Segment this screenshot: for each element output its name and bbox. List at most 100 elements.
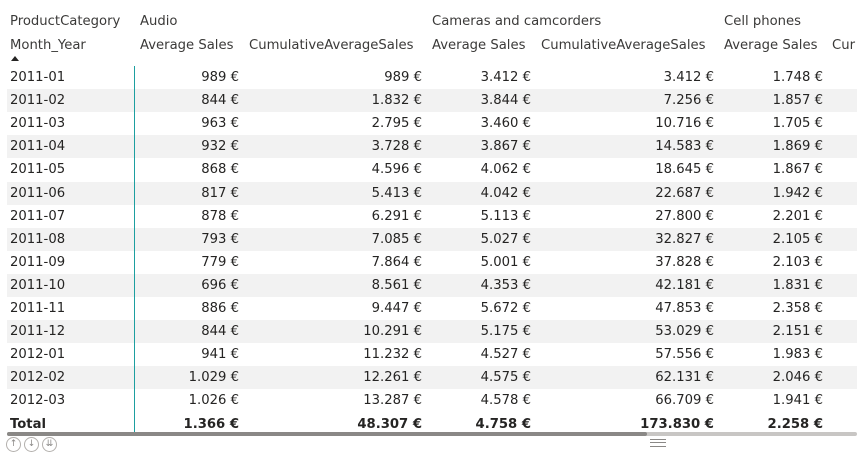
value-cell[interactable]: 1.983 € [772, 347, 823, 363]
value-cell[interactable]: 1.705 € [772, 116, 823, 132]
value-cell[interactable]: 7.864 € [371, 254, 422, 270]
value-cell[interactable]: 4.042 € [480, 185, 531, 201]
total-value-cell[interactable]: 1.366 € [183, 416, 239, 432]
value-cell[interactable]: 5.175 € [480, 324, 531, 340]
value-cell[interactable]: 4.353 € [480, 277, 531, 293]
value-cell[interactable]: 886 € [201, 301, 239, 316]
row-header-month[interactable]: 2012-02 [10, 370, 66, 386]
value-cell[interactable]: 5.001 € [480, 254, 531, 270]
value-cell[interactable]: 878 € [201, 208, 239, 224]
value-cell[interactable]: 13.287 € [363, 393, 422, 409]
row-header-month[interactable]: 2011-04 [10, 139, 66, 155]
value-cell[interactable]: 963 € [201, 116, 239, 132]
value-cell[interactable]: 1.831 € [772, 277, 823, 293]
value-cell[interactable]: 62.131 € [655, 370, 714, 386]
measure-header[interactable]: CumulativeAverageSales [249, 38, 414, 53]
value-cell[interactable]: 932 € [201, 139, 239, 155]
row-header-month[interactable]: 2011-09 [10, 254, 66, 270]
value-cell[interactable]: 2.201 € [772, 208, 823, 224]
value-cell[interactable]: 22.687 € [655, 185, 714, 201]
row-header-month[interactable]: 2011-06 [10, 185, 66, 201]
value-cell[interactable]: 941 € [201, 347, 239, 363]
value-cell[interactable]: 2.358 € [772, 301, 823, 316]
value-cell[interactable]: 27.800 € [655, 208, 714, 224]
total-value-cell[interactable]: 173.830 € [640, 416, 714, 432]
category-header-cameras[interactable]: Cameras and camcorders [432, 14, 602, 29]
measure-header[interactable]: Average Sales [724, 38, 818, 53]
value-cell[interactable]: 2.046 € [772, 370, 823, 386]
value-cell[interactable]: 2.151 € [772, 324, 823, 340]
grip-icon[interactable] [650, 439, 666, 447]
value-cell[interactable]: 1.029 € [188, 370, 239, 386]
row-header-month[interactable]: 2011-01 [10, 70, 66, 85]
row-header-month[interactable]: 2011-12 [10, 324, 66, 340]
value-cell[interactable]: 868 € [201, 162, 239, 178]
value-cell[interactable]: 8.561 € [371, 277, 422, 293]
value-cell[interactable]: 4.578 € [480, 393, 531, 409]
measure-header-truncated[interactable]: Cur [832, 38, 855, 53]
value-cell[interactable]: 9.447 € [371, 301, 422, 316]
value-cell[interactable]: 10.716 € [655, 116, 714, 132]
value-cell[interactable]: 14.583 € [655, 139, 714, 155]
measure-header[interactable]: CumulativeAverageSales [541, 38, 706, 53]
value-cell[interactable]: 1.857 € [772, 93, 823, 109]
value-cell[interactable]: 1.026 € [188, 393, 239, 409]
value-cell[interactable]: 844 € [201, 93, 239, 109]
value-cell[interactable]: 5.027 € [480, 231, 531, 247]
value-cell[interactable]: 3.867 € [480, 139, 531, 155]
row-header-month[interactable]: 2012-03 [10, 393, 66, 409]
column-field-header[interactable]: Month_Year [10, 38, 86, 53]
row-header-month[interactable]: 2011-02 [10, 93, 66, 109]
value-cell[interactable]: 4.575 € [480, 370, 531, 386]
scroll-thumb[interactable] [7, 432, 647, 436]
value-cell[interactable]: 11.232 € [363, 347, 422, 363]
value-cell[interactable]: 5.113 € [480, 208, 531, 224]
value-cell[interactable]: 18.645 € [655, 162, 714, 178]
matrix-visual[interactable]: ProductCategory Audio Cameras and camcor… [0, 0, 857, 432]
value-cell[interactable]: 12.261 € [363, 370, 422, 386]
value-cell[interactable]: 5.413 € [371, 185, 422, 201]
value-cell[interactable]: 7.256 € [663, 93, 714, 109]
value-cell[interactable]: 779 € [201, 254, 239, 270]
value-cell[interactable]: 3.728 € [371, 139, 422, 155]
value-cell[interactable]: 793 € [201, 231, 239, 247]
row-header-month[interactable]: 2011-10 [10, 277, 66, 293]
total-label[interactable]: Total [10, 416, 47, 432]
value-cell[interactable]: 817 € [201, 185, 239, 201]
row-header-month[interactable]: 2011-11 [10, 301, 66, 316]
value-cell[interactable]: 989 € [384, 70, 422, 85]
value-cell[interactable]: 2.795 € [371, 116, 422, 132]
value-cell[interactable]: 1.942 € [772, 185, 823, 201]
value-cell[interactable]: 42.181 € [655, 277, 714, 293]
value-cell[interactable]: 4.527 € [480, 347, 531, 363]
value-cell[interactable]: 696 € [201, 277, 239, 293]
row-header-month[interactable]: 2012-01 [10, 347, 66, 363]
value-cell[interactable]: 37.828 € [655, 254, 714, 270]
sort-ascending-icon[interactable] [11, 56, 19, 61]
value-cell[interactable]: 4.596 € [371, 162, 422, 178]
value-cell[interactable]: 7.085 € [371, 231, 422, 247]
value-cell[interactable]: 53.029 € [655, 324, 714, 340]
horizontal-scrollbar[interactable]: ↑ ↓ ⇊ [0, 432, 857, 452]
value-cell[interactable]: 66.709 € [655, 393, 714, 409]
value-cell[interactable]: 3.412 € [480, 70, 531, 85]
arrow-up-icon[interactable]: ↑ [6, 437, 21, 452]
measure-header[interactable]: Average Sales [432, 38, 526, 53]
value-cell[interactable]: 10.291 € [363, 324, 422, 340]
value-cell[interactable]: 3.412 € [663, 70, 714, 85]
value-cell[interactable]: 1.748 € [772, 70, 823, 85]
value-cell[interactable]: 844 € [201, 324, 239, 340]
row-header-month[interactable]: 2011-08 [10, 231, 66, 247]
value-cell[interactable]: 1.832 € [371, 93, 422, 109]
row-header-month[interactable]: 2011-05 [10, 162, 66, 178]
value-cell[interactable]: 1.867 € [772, 162, 823, 178]
measure-header[interactable]: Average Sales [140, 38, 234, 53]
value-cell[interactable]: 2.103 € [772, 254, 823, 270]
row-header-month[interactable]: 2011-07 [10, 208, 66, 224]
value-cell[interactable]: 47.853 € [655, 301, 714, 316]
value-cell[interactable]: 4.062 € [480, 162, 531, 178]
category-header-audio[interactable]: Audio [140, 14, 178, 29]
total-value-cell[interactable]: 48.307 € [357, 416, 422, 432]
category-header-cellphones[interactable]: Cell phones [724, 14, 801, 29]
value-cell[interactable]: 5.672 € [480, 301, 531, 316]
